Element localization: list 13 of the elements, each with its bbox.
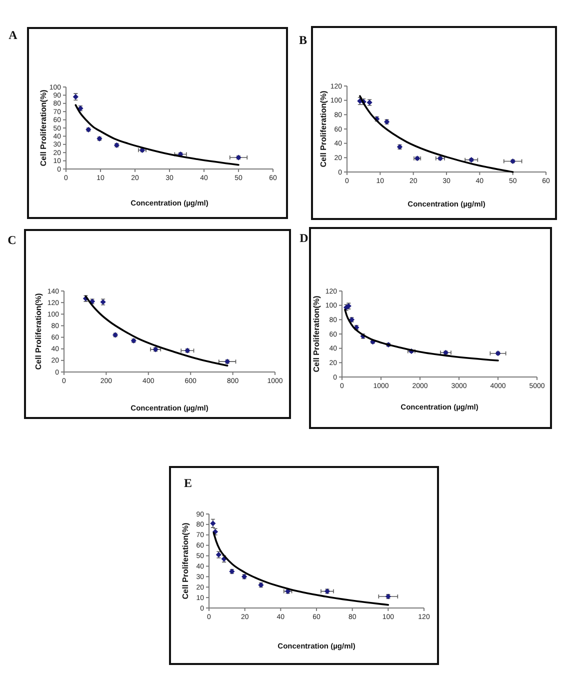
- chart-title: C: [8, 233, 16, 247]
- y-axis-title: Cell Proliferation(%): [180, 522, 190, 600]
- y-axis-title: Cell Proliferation(%): [34, 292, 43, 370]
- line-series: [359, 95, 514, 173]
- y-axis-title: Cell Proliferation(%): [312, 295, 321, 372]
- chart-title: A: [8, 28, 18, 42]
- line-series: [84, 295, 228, 367]
- chart-title: D: [300, 231, 309, 245]
- chart-title: E: [184, 476, 192, 490]
- chart-title: B: [298, 33, 308, 47]
- y-axis-title: Cell Proliferation(%): [318, 90, 328, 168]
- line-series: [74, 104, 240, 166]
- y-axis-title: Cell Proliferation(%): [38, 89, 48, 166]
